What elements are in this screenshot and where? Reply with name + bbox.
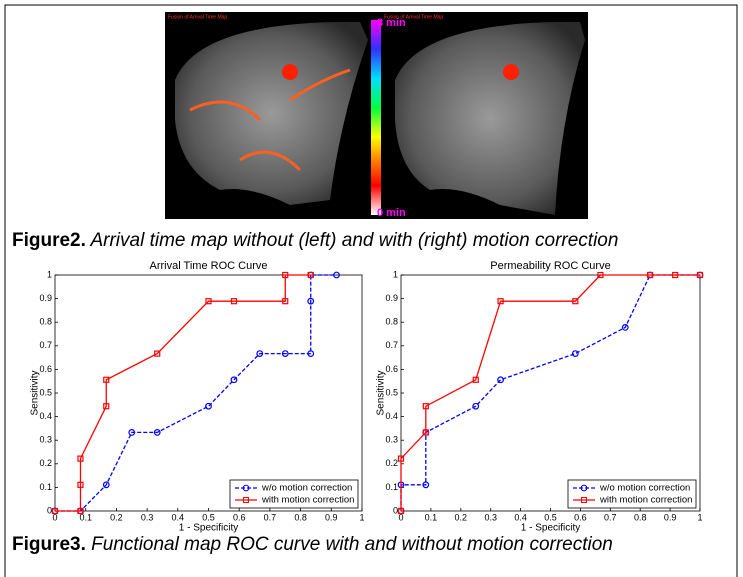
chart-title: Permeability ROC Curve (490, 260, 610, 272)
y-tick-label: 0.3 (39, 435, 52, 445)
chart-title: Arrival Time ROC Curve (150, 260, 268, 272)
y-tick-label: 0.5 (385, 387, 398, 397)
x-tick-label: 0.5 (544, 512, 557, 522)
y-tick-label: 0.1 (385, 482, 398, 492)
y-tick-label: 0.3 (385, 435, 398, 445)
y-tick-label: 0.4 (39, 411, 52, 421)
y-tick-label: 0.2 (385, 458, 398, 468)
x-tick-label: 0.2 (455, 512, 468, 522)
x-tick-label: 0.9 (325, 512, 338, 522)
y-tick-label: 0.6 (385, 364, 398, 374)
x-tick-label: 0.5 (202, 512, 215, 522)
x-axis-label: 1 - Specificity (521, 523, 580, 534)
x-tick-label: 0.7 (264, 512, 277, 522)
x-tick-label: 0.6 (574, 512, 587, 522)
x-tick-label: 0.4 (172, 512, 185, 522)
page: Fusion of Arrival Time Map Fusion of Arr… (0, 0, 743, 577)
legend-label: w/o motion correction (261, 483, 352, 494)
y-tick-label: 0 (47, 505, 52, 515)
y-tick-label: 0.7 (385, 340, 398, 350)
image-label: Fusion of Arrival Time Map (168, 14, 227, 20)
colorbar-label: 8 min (377, 17, 406, 29)
legend-label: w/o motion correction (599, 483, 690, 494)
y-tick-label: 1 (47, 269, 52, 279)
y-tick-label: 0.1 (39, 482, 52, 492)
x-axis-label: 1 - Specificity (179, 523, 238, 534)
y-tick-label: 0.9 (39, 293, 52, 303)
x-tick-label: 0.8 (294, 512, 307, 522)
y-tick-label: 0.8 (385, 317, 398, 327)
legend-label: with motion correction (261, 495, 354, 506)
figure2-image: Fusion of Arrival Time Map Fusion of Arr… (165, 12, 588, 219)
caption-label: Figure2. (12, 230, 86, 251)
x-tick-label: 0.2 (110, 512, 123, 522)
y-tick-label: 0.4 (385, 411, 398, 421)
x-tick-label: 0.4 (514, 512, 527, 522)
y-tick-label: 1 (393, 269, 398, 279)
x-tick-label: 0.7 (604, 512, 617, 522)
y-tick-label: 0.8 (39, 317, 52, 327)
x-tick-label: 0.9 (664, 512, 677, 522)
x-tick-label: 0.3 (141, 512, 154, 522)
y-tick-label: 0.6 (39, 364, 52, 374)
caption: Figure2. Arrival time map without (left)… (12, 230, 618, 251)
y-tick-label: 0.5 (39, 387, 52, 397)
y-tick-label: 0.7 (39, 340, 52, 350)
legend-label: with motion correction (599, 495, 692, 506)
x-tick-label: 0.6 (233, 512, 246, 522)
caption: Figure3. Functional map ROC curve with a… (12, 534, 613, 555)
caption-text: Arrival time map without (left) and with… (86, 230, 619, 251)
caption-label: Figure3. (12, 534, 86, 555)
x-tick-label: 0.8 (634, 512, 647, 522)
x-tick-label: 1 (359, 512, 364, 522)
y-tick-label: 0.2 (39, 458, 52, 468)
caption-text: Functional map ROC curve with and withou… (86, 534, 613, 555)
plot-frame (55, 275, 362, 511)
y-tick-label: 0.9 (385, 293, 398, 303)
plot-frame (401, 275, 700, 511)
x-tick-label: 0.3 (484, 512, 497, 522)
colorbar-label: 0 min (377, 207, 406, 219)
x-tick-label: 1 (697, 512, 702, 522)
y-tick-label: 0 (393, 505, 398, 515)
x-tick-label: 0.1 (425, 512, 438, 522)
